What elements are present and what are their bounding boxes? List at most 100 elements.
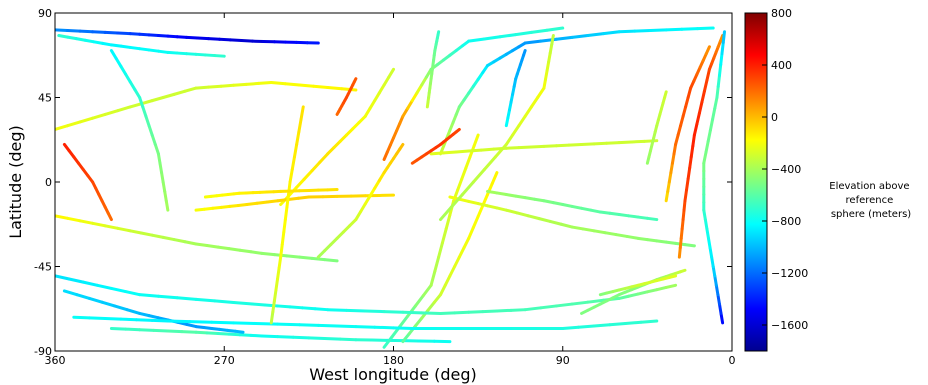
y-tick-label: -90 [34,345,52,358]
track-segment [713,274,718,287]
track-segment [377,83,386,95]
track-segment [124,327,142,332]
track-segment [245,201,259,207]
track-segment [554,143,571,148]
track-segment [205,244,220,249]
track-segment [601,30,621,36]
track-segment [486,204,499,210]
track-segment [479,147,496,152]
track-segment [194,85,211,90]
track-segment [681,208,686,222]
track-segment [160,171,165,184]
track-segment [645,288,659,294]
track-segment [570,300,590,306]
track-segment [144,114,151,128]
track-segment [238,248,253,254]
track-segment [288,167,294,184]
track-segment [138,328,156,332]
track-segment [128,32,142,36]
track-segment [288,305,305,310]
track-segment [713,96,719,110]
y-tick-label: 45 [38,92,52,105]
elevation-track [702,30,726,325]
track-segment [522,49,527,57]
track-segment [203,53,217,58]
track-segment [109,43,123,48]
track-segment [302,169,314,181]
track-segment [392,326,414,330]
track-segment [603,231,618,237]
track-segment [276,335,295,339]
track-segment [100,300,117,308]
track-segment [448,265,457,278]
elevation-track [55,80,358,131]
track-segment [471,214,480,229]
track-segment [517,145,533,150]
track-segment [323,336,342,341]
track-segment [680,27,700,31]
track-segment [706,128,712,143]
track-segment [704,45,711,56]
track-segment [706,236,712,250]
track-segment [436,30,441,37]
track-segment [433,255,441,273]
track-segment [486,189,499,195]
track-segment [363,106,372,118]
track-segment [119,64,128,76]
track-segment [467,199,480,206]
track-segment [700,89,706,104]
track-segment [714,283,720,297]
track-segment [274,277,280,292]
track-segment [711,265,717,278]
track-segment [147,48,160,53]
track-segment [279,243,284,259]
track-segment [66,216,82,223]
track-segment [710,255,715,268]
track-segment [498,33,518,39]
track-segment [297,255,314,260]
track-segment [437,241,444,259]
track-segment [444,213,452,231]
track-segment [415,83,424,95]
track-segment [679,114,685,128]
track-segment [87,316,107,320]
track-segment [354,325,377,329]
track-segment [586,32,605,38]
track-segment [153,142,160,156]
track-segment [697,100,704,115]
track-segment [163,189,168,203]
track-segment [185,322,198,329]
track-segment [705,227,710,240]
track-segment [598,210,612,215]
y-tick-label: 0 [45,176,52,189]
track-segment [387,67,395,79]
track-segment [460,166,468,181]
track-segment [410,91,419,103]
x-axis: 360 270 180 90 0 [45,13,736,367]
track-segment [373,178,381,190]
track-segment [175,35,189,39]
elevation-track [439,26,715,156]
track-segment [313,307,330,312]
track-segment [677,246,682,259]
track-segment [680,218,685,231]
y-axis: 90 45 0 -45 -90 [34,7,732,358]
elevation-track [598,274,678,297]
track-segment [529,144,546,149]
track-segment [150,133,157,146]
track-segment [352,77,358,84]
colorbar-tick-label: 400 [771,59,792,72]
track-segment [139,231,154,237]
track-segment [645,238,659,243]
track-segment [702,78,709,93]
track-segment [382,75,391,87]
track-segment [156,152,162,165]
track-segment [213,299,236,304]
track-segment [283,82,301,87]
track-segment [188,320,214,324]
track-segment [156,34,170,38]
track-segment [152,328,170,333]
track-segment [481,309,499,314]
track-segment [166,329,184,334]
track-segment [276,266,281,281]
